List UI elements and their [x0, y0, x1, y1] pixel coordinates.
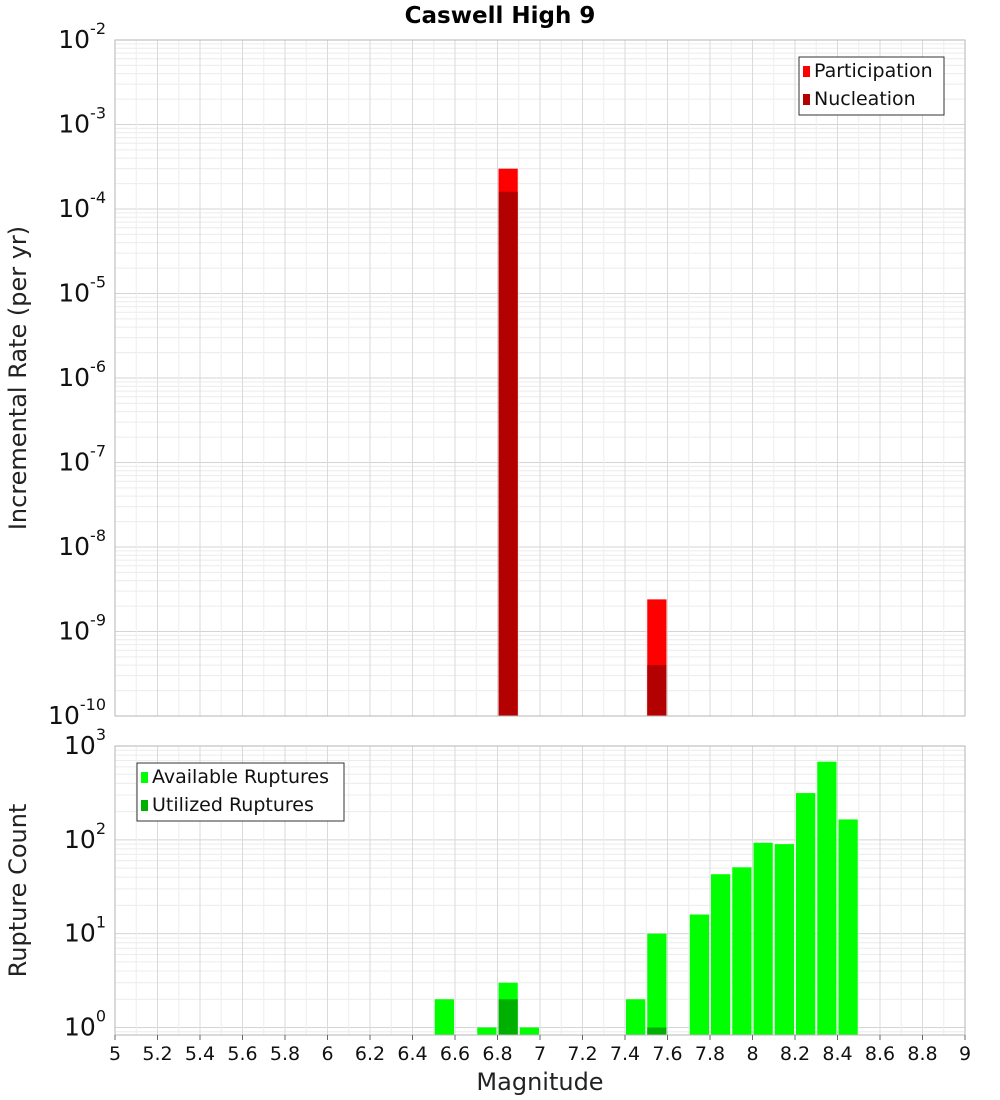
bar: [498, 191, 518, 717]
legend: Available Ruptures Utilized Ruptures: [136, 762, 345, 822]
bar: [796, 793, 816, 1035]
y-tick-label: 102: [64, 819, 106, 854]
bar: [838, 819, 858, 1035]
x-tick-label: 6.8: [482, 1043, 512, 1065]
y-tick-label: 101: [64, 913, 106, 948]
legend-label: Utilized Ruptures: [152, 794, 314, 816]
y-tick-label: 10-4: [58, 188, 106, 223]
rate-panel: 10-10 10-9 10-8 10-7 10-6 10-5 10-4 10-3 10-2 Inc…: [4, 19, 966, 730]
y-tick-label: 103: [64, 725, 106, 760]
x-tick-label: 5: [109, 1043, 121, 1065]
count-panel: 100 101 102 103 Rupture Count Available Ruptu…: [4, 725, 966, 1041]
x-tick-label: 5.6: [227, 1043, 257, 1065]
chart-title: Caswell High 9: [405, 3, 596, 29]
bar: [732, 867, 752, 1035]
y-tick-label: 10-2: [58, 19, 106, 54]
bar: [817, 761, 837, 1035]
y-tick-label: 10-7: [58, 442, 106, 477]
bar: [647, 933, 667, 1035]
series-nucleation: [498, 191, 667, 717]
x-tick-label: 8.2: [780, 1043, 810, 1065]
bar: [774, 844, 794, 1035]
x-tick-label: 5.4: [185, 1043, 215, 1065]
bar: [753, 842, 773, 1035]
x-axis: 5 5.2 5.4 5.6 5.8 6 6.2 6.4 6.6 6.8 7 7.2 7.4 7.6 7.8 8…: [109, 1035, 971, 1065]
legend: Participation Nucleation: [798, 56, 945, 116]
y-tick-label: 10-3: [58, 104, 106, 139]
bar: [519, 1027, 539, 1035]
legend-swatch: [803, 94, 810, 105]
grid: [114, 40, 966, 717]
bar: [477, 1027, 497, 1035]
legend-label: Participation: [814, 60, 933, 82]
bar: [711, 874, 731, 1035]
y-tick-label: 10-5: [58, 273, 106, 308]
x-tick-label: 8.4: [822, 1043, 852, 1065]
bar: [626, 999, 646, 1035]
x-tick-label: 5.2: [142, 1043, 172, 1065]
y-axis-label: Incremental Rate (per yr): [4, 226, 32, 530]
series-available-ruptures: [434, 761, 858, 1035]
bar: [434, 999, 454, 1035]
y-tick-label: 10-9: [58, 611, 106, 646]
x-tick-label: 8.8: [907, 1043, 937, 1065]
x-tick-label: 9: [959, 1043, 971, 1065]
x-tick-label: 6.4: [397, 1043, 427, 1065]
y-tick-label: 10-10: [48, 695, 106, 730]
legend-label: Nucleation: [814, 88, 916, 110]
x-tick-label: 7: [534, 1043, 546, 1065]
x-tick-label: 6.6: [440, 1043, 470, 1065]
plot-frame: [114, 39, 966, 717]
legend-swatch: [141, 800, 148, 811]
legend-swatch: [141, 772, 148, 783]
bar: [647, 1027, 667, 1035]
bar: [689, 914, 709, 1035]
x-tick-label: 8: [746, 1043, 758, 1065]
x-tick-label: 6: [321, 1043, 333, 1065]
y-tick-label: 10-6: [58, 357, 106, 392]
x-tick-label: 6.2: [355, 1043, 385, 1065]
x-tick-label: 5.8: [270, 1043, 300, 1065]
legend-label: Available Ruptures: [152, 766, 329, 788]
x-tick-label: 7.8: [695, 1043, 725, 1065]
y-tick-label: 100: [64, 1006, 106, 1041]
series-utilized-ruptures: [498, 999, 667, 1035]
legend-swatch: [803, 66, 810, 77]
y-axis-label: Rupture Count: [4, 804, 32, 978]
x-tick-label: 7.2: [567, 1043, 597, 1065]
bar: [498, 999, 518, 1035]
x-axis-label: Magnitude: [476, 1068, 603, 1096]
x-tick-label: 7.6: [652, 1043, 682, 1065]
legend-frame: [136, 762, 345, 822]
x-tick-label: 8.6: [865, 1043, 895, 1065]
x-tick-label: 7.4: [610, 1043, 640, 1065]
legend-frame: [798, 56, 945, 116]
bar: [647, 665, 667, 716]
y-tick-label: 10-8: [58, 526, 106, 561]
